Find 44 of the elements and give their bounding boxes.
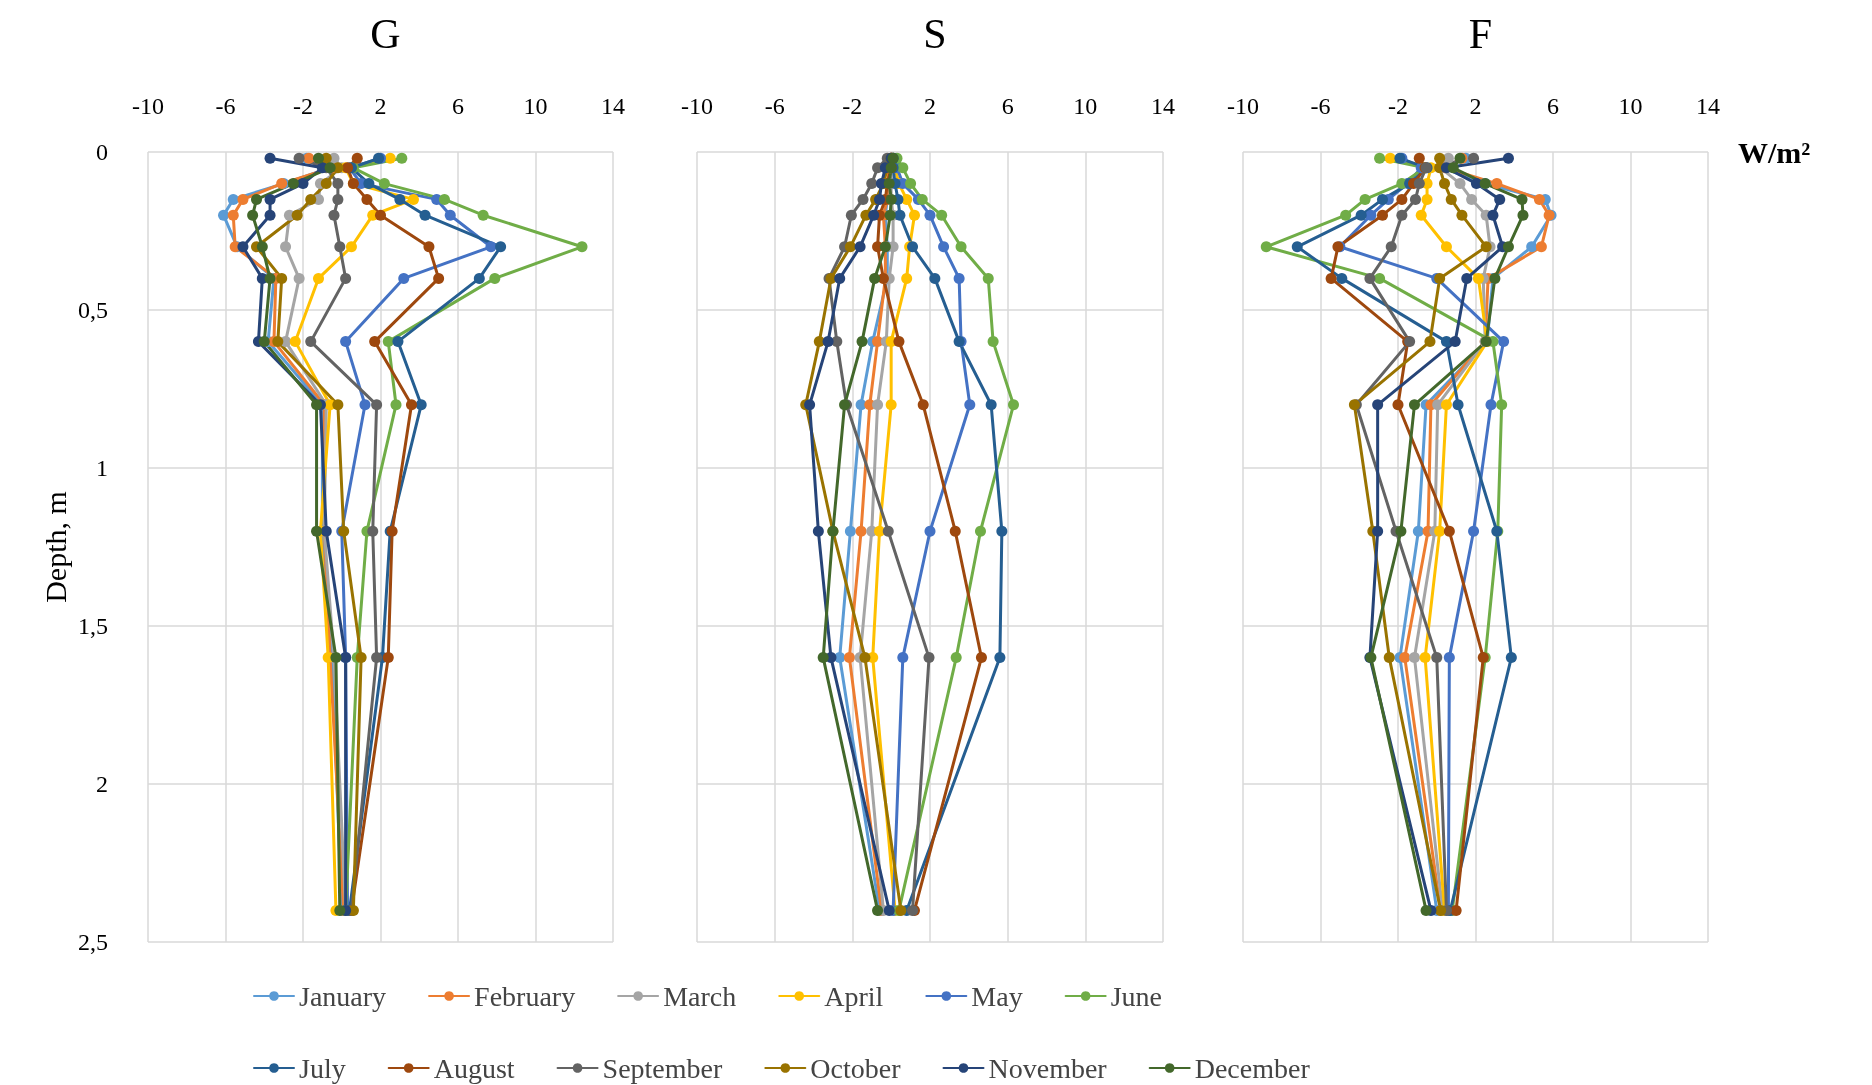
x-tick-label: 6 [452, 93, 464, 119]
x-tick-label: 6 [1547, 93, 1559, 119]
legend-label: February [474, 980, 576, 1012]
x-tick-label: 2 [924, 93, 936, 119]
y-tick-label: 2,5 [78, 929, 108, 955]
x-tick-label: -6 [215, 93, 236, 119]
x-axis-title: W/m² [1738, 135, 1811, 169]
x-tick-label: 14 [1151, 93, 1175, 119]
y-axis-title: Depth, m [38, 491, 72, 603]
y-tick-label: 1 [96, 455, 108, 481]
x-tick-label: 6 [1001, 93, 1014, 119]
legend-label: November [988, 1052, 1108, 1084]
legend-label: March [663, 980, 737, 1012]
chart-title: G [370, 11, 401, 57]
x-tick-label: -2 [293, 93, 313, 119]
y-tick-label: 2 [96, 771, 108, 797]
y-tick-label: 0,5 [78, 297, 108, 323]
x-tick-label: 2 [1469, 93, 1482, 119]
legend-label: June [1110, 980, 1162, 1012]
x-tick-label: 2 [374, 93, 387, 119]
x-tick-label: 10 [1618, 93, 1643, 119]
legend-label: September [602, 1052, 723, 1084]
y-tick-label: 1,5 [78, 613, 108, 639]
x-tick-label: -10 [681, 93, 713, 119]
x-tick-label: -2 [842, 93, 863, 119]
x-tick-label: -6 [1310, 93, 1331, 119]
x-tick-label: -2 [1388, 93, 1408, 119]
x-tick-label: -6 [764, 93, 785, 119]
legend-label: July [299, 1052, 346, 1084]
legend-label: April [824, 980, 884, 1012]
legend-label: January [299, 980, 387, 1012]
x-tick-label: -10 [132, 93, 164, 119]
legend-label: August [433, 1052, 515, 1084]
legend-label: December [1194, 1052, 1311, 1084]
legend-label: May [971, 980, 1023, 1012]
x-tick-label: 14 [601, 93, 625, 119]
chart-title: F [1468, 11, 1493, 57]
legend-label: October [810, 1052, 902, 1084]
x-tick-label: 10 [523, 93, 548, 119]
chart-title: S [923, 11, 947, 57]
y-tick-label: 0 [96, 139, 108, 165]
x-tick-label: 10 [1073, 93, 1098, 119]
x-tick-label: 14 [1696, 93, 1720, 119]
x-tick-label: -10 [1227, 93, 1259, 119]
